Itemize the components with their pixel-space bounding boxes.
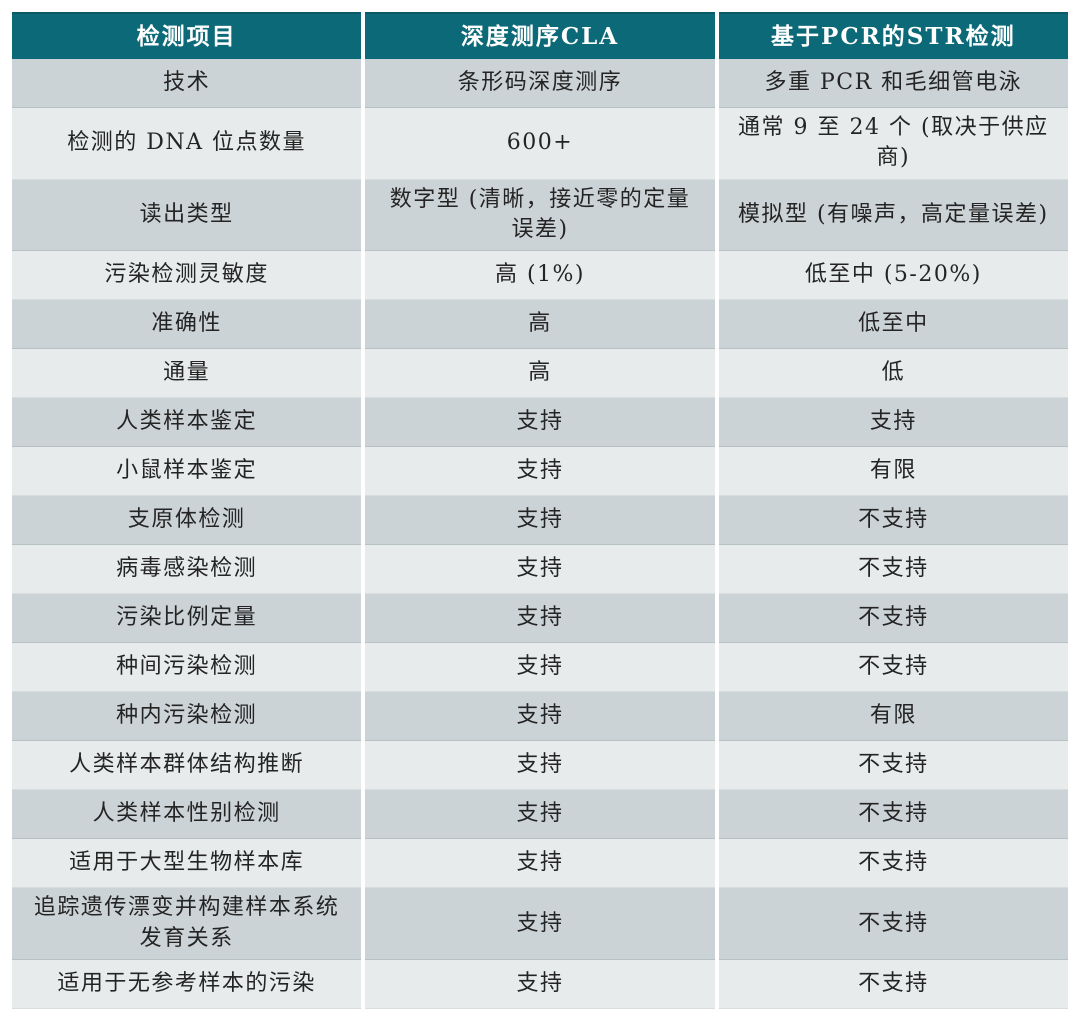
row-label: 污染检测灵敏度 — [12, 251, 362, 301]
table-row: 种间污染检测 支持 不支持 — [12, 643, 1068, 693]
table-row: 支原体检测 支持 不支持 — [12, 496, 1068, 546]
cla-value-cell: 高 — [365, 300, 715, 350]
row-label: 种内污染检测 — [12, 692, 362, 742]
row-label: 追踪遗传漂变并构建样本系统发育关系 — [12, 888, 362, 961]
cla-value-cell: 高 (1%) — [365, 251, 715, 301]
cla-value-cell: 支持 — [365, 790, 715, 840]
cla-value-cell: 支持 — [365, 447, 715, 497]
str-value-cell: 不支持 — [718, 496, 1068, 546]
table-row: 适用于大型生物样本库 支持 不支持 — [12, 839, 1068, 889]
row-label: 支原体检测 — [12, 496, 362, 546]
table-row: 追踪遗传漂变并构建样本系统发育关系 支持 不支持 — [12, 888, 1068, 961]
cla-value-cell: 支持 — [365, 888, 715, 961]
row-label: 人类样本性别检测 — [12, 790, 362, 840]
row-label: 适用于大型生物样本库 — [12, 839, 362, 889]
cla-value-cell: 支持 — [365, 741, 715, 791]
str-value-cell: 低 — [718, 349, 1068, 399]
str-value-cell: 有限 — [718, 692, 1068, 742]
cla-value-cell: 支持 — [365, 643, 715, 693]
cla-value-cell: 支持 — [365, 398, 715, 448]
str-value-cell: 不支持 — [718, 594, 1068, 644]
table-row: 小鼠样本鉴定 支持 有限 — [12, 447, 1068, 497]
table-row: 人类样本群体结构推断 支持 不支持 — [12, 741, 1068, 791]
row-label: 通量 — [12, 349, 362, 399]
table-row: 污染比例定量 支持 不支持 — [12, 594, 1068, 644]
table-row: 适用于无参考样本的污染 支持 不支持 — [12, 960, 1068, 1009]
cla-value-cell: 支持 — [365, 496, 715, 546]
row-label: 污染比例定量 — [12, 594, 362, 644]
table-header-row: 检测项目 深度测序CLA 基于PCR的STR检测 — [12, 12, 1068, 59]
cla-value-cell: 支持 — [365, 545, 715, 595]
table-row: 读出类型 数字型 (清晰，接近零的定量误差) 模拟型 (有噪声，高定量误差) — [12, 179, 1068, 252]
cla-value-cell: 数字型 (清晰，接近零的定量误差) — [365, 179, 715, 252]
cla-value-cell: 支持 — [365, 839, 715, 889]
column-header-deep-sequencing-cla: 深度测序CLA — [365, 12, 715, 59]
str-value-cell: 通常 9 至 24 个 (取决于供应商) — [718, 108, 1068, 180]
table-row: 通量高低 — [12, 349, 1068, 399]
str-value-cell: 不支持 — [718, 545, 1068, 595]
row-label: 种间污染检测 — [12, 643, 362, 693]
cla-value-cell: 支持 — [365, 692, 715, 742]
table-row: 病毒感染检测 支持 不支持 — [12, 545, 1068, 595]
str-value-cell: 不支持 — [718, 960, 1068, 1009]
table-row: 技术 条形码深度测序 多重 PCR 和毛细管电泳 — [12, 59, 1068, 108]
row-label: 病毒感染检测 — [12, 545, 362, 595]
str-value-cell: 不支持 — [718, 790, 1068, 840]
str-value-cell: 多重 PCR 和毛细管电泳 — [718, 59, 1068, 108]
row-label: 读出类型 — [12, 179, 362, 252]
row-label: 检测的 DNA 位点数量 — [12, 108, 362, 180]
row-label: 适用于无参考样本的污染 — [12, 960, 362, 1009]
str-value-cell: 不支持 — [718, 643, 1068, 693]
cla-value-cell: 条形码深度测序 — [365, 59, 715, 108]
table-row: 污染检测灵敏度高 (1%) 低至中 (5-20%) — [12, 251, 1068, 301]
cla-value-cell: 支持 — [365, 960, 715, 1009]
row-label: 人类样本群体结构推断 — [12, 741, 362, 791]
column-header-pcr-str: 基于PCR的STR检测 — [718, 12, 1068, 59]
str-value-cell: 不支持 — [718, 839, 1068, 889]
row-label: 技术 — [12, 59, 362, 108]
row-label: 小鼠样本鉴定 — [12, 447, 362, 497]
row-label: 人类样本鉴定 — [12, 398, 362, 448]
str-value-cell: 低至中 — [718, 300, 1068, 350]
table-row: 人类样本鉴定 支持 支持 — [12, 398, 1068, 448]
cla-value-cell: 支持 — [365, 594, 715, 644]
str-value-cell: 有限 — [718, 447, 1068, 497]
str-value-cell: 不支持 — [718, 888, 1068, 961]
cla-value-cell: 600+ — [365, 108, 715, 180]
column-header-test-item: 检测项目 — [12, 12, 362, 59]
table-row: 准确性高低至中 — [12, 300, 1068, 350]
cla-value-cell: 高 — [365, 349, 715, 399]
table-row: 人类样本性别检测 支持 不支持 — [12, 790, 1068, 840]
row-label: 准确性 — [12, 300, 362, 350]
table-body: 技术 条形码深度测序 多重 PCR 和毛细管电泳 检测的 DNA 位点数量 600+ 通常… — [12, 59, 1068, 1009]
str-value-cell: 模拟型 (有噪声，高定量误差) — [718, 179, 1068, 252]
str-value-cell: 不支持 — [718, 741, 1068, 791]
comparison-table: 检测项目 深度测序CLA 基于PCR的STR检测 技术 条形码深度测序 多重 PCR… — [12, 12, 1068, 1009]
str-value-cell: 支持 — [718, 398, 1068, 448]
table-row: 检测的 DNA 位点数量 600+ 通常 9 至 24 个 (取决于供应商) — [12, 108, 1068, 180]
table-row: 种内污染检测 支持 有限 — [12, 692, 1068, 742]
str-value-cell: 低至中 (5-20%) — [718, 251, 1068, 301]
